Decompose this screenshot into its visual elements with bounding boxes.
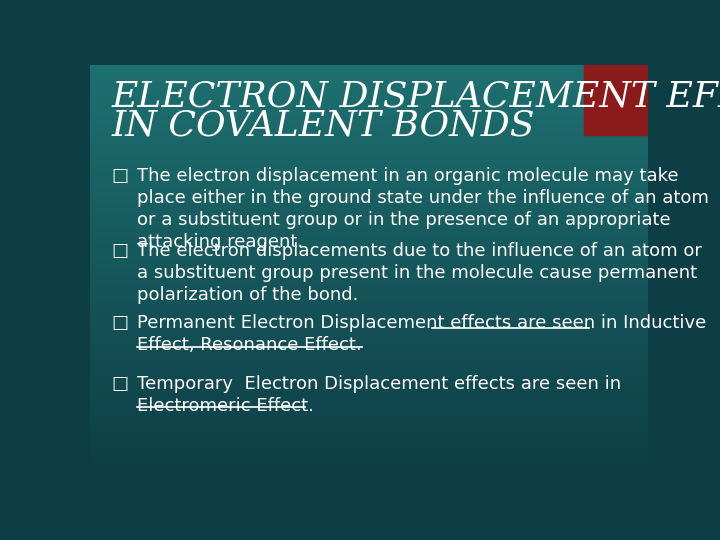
- Text: □: □: [111, 241, 128, 260]
- Text: □: □: [111, 375, 128, 393]
- Text: □: □: [111, 314, 128, 332]
- Text: □: □: [111, 167, 128, 185]
- Text: Temporary  Electron Displacement effects are seen in
Electromeric Effect.: Temporary Electron Displacement effects …: [138, 375, 621, 415]
- Text: The electron displacement in an organic molecule may take
place either in the gr: The electron displacement in an organic …: [138, 167, 709, 251]
- Text: ELECTRON DISPLACEMENT EFFECTS: ELECTRON DISPLACEMENT EFFECTS: [111, 79, 720, 113]
- Text: Permanent Electron Displacement effects are seen in Inductive
Effect, Resonance : Permanent Electron Displacement effects …: [138, 314, 707, 354]
- Text: The electron displacements due to the influence of an atom or
a substituent grou: The electron displacements due to the in…: [138, 241, 702, 304]
- Text: IN COVALENT BONDS: IN COVALENT BONDS: [111, 109, 535, 143]
- Bar: [584, 65, 648, 136]
